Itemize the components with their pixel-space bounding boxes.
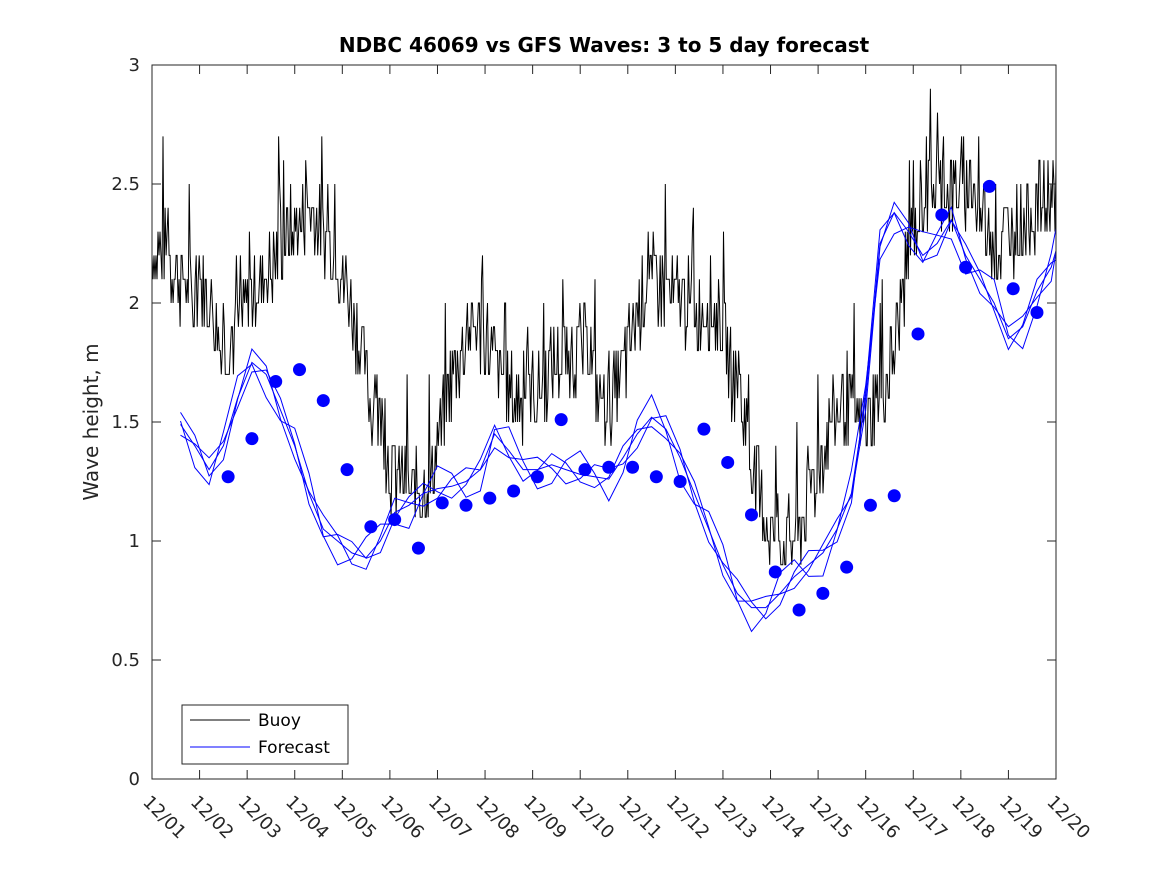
forecast-point — [507, 484, 521, 498]
forecast-point — [554, 413, 568, 427]
legend: Buoy Forecast — [181, 704, 349, 765]
buoy-line — [151, 88, 1057, 566]
forecast-point — [530, 470, 544, 484]
forecast-point — [578, 463, 592, 477]
chart-title: NDBC 46069 vs GFS Waves: 3 to 5 day fore… — [339, 33, 870, 57]
legend-buoy-label: Buoy — [258, 711, 301, 731]
forecast-point — [768, 565, 782, 579]
y-axis: 0 0.5 1 1.5 2 2.5 3 — [111, 55, 1056, 790]
forecast-points — [221, 179, 1044, 617]
forecast-point — [483, 491, 497, 505]
forecast-point — [1006, 282, 1020, 296]
y-axis-label: Wave height, m — [79, 343, 103, 500]
forecast-point — [602, 460, 616, 474]
forecast-point — [1030, 306, 1044, 320]
forecast-point — [292, 363, 306, 377]
forecast-point — [816, 586, 830, 600]
forecast-point — [721, 455, 735, 469]
forecast-point — [911, 327, 925, 341]
forecast-point — [744, 508, 758, 522]
forecast-point — [245, 432, 259, 446]
forecast-line — [180, 201, 1057, 602]
forecast-point — [221, 470, 235, 484]
forecast-point — [792, 603, 806, 617]
forecast-point — [959, 260, 973, 274]
plot-area — [151, 88, 1057, 633]
y-tick-label: 1.5 — [111, 412, 140, 433]
forecast-point — [435, 496, 449, 510]
forecast-point — [411, 541, 425, 555]
forecast-point — [887, 489, 901, 503]
forecast-line — [180, 205, 1057, 620]
forecast-point — [982, 179, 996, 193]
forecast-point — [316, 394, 330, 408]
forecast-point — [626, 460, 640, 474]
legend-forecast-label: Forecast — [258, 738, 330, 758]
forecast-point — [935, 208, 949, 222]
forecast-point — [269, 375, 283, 389]
forecast-point — [364, 520, 378, 534]
forecast-point — [840, 560, 854, 574]
forecast-point — [697, 422, 711, 436]
forecast-point — [388, 513, 402, 527]
y-tick-label: 3 — [129, 55, 140, 76]
y-tick-label: 0.5 — [111, 650, 140, 671]
forecast-point — [863, 498, 877, 512]
y-tick-label: 2 — [129, 293, 140, 314]
y-tick-label: 1 — [129, 531, 140, 552]
forecast-point — [340, 463, 354, 477]
forecast-point — [459, 498, 473, 512]
y-tick-label: 2.5 — [111, 174, 140, 195]
legend-box — [181, 704, 349, 765]
forecast-point — [649, 470, 663, 484]
forecast-line — [180, 226, 1057, 633]
forecast-point — [673, 475, 687, 488]
y-tick-label: 0 — [129, 769, 140, 790]
